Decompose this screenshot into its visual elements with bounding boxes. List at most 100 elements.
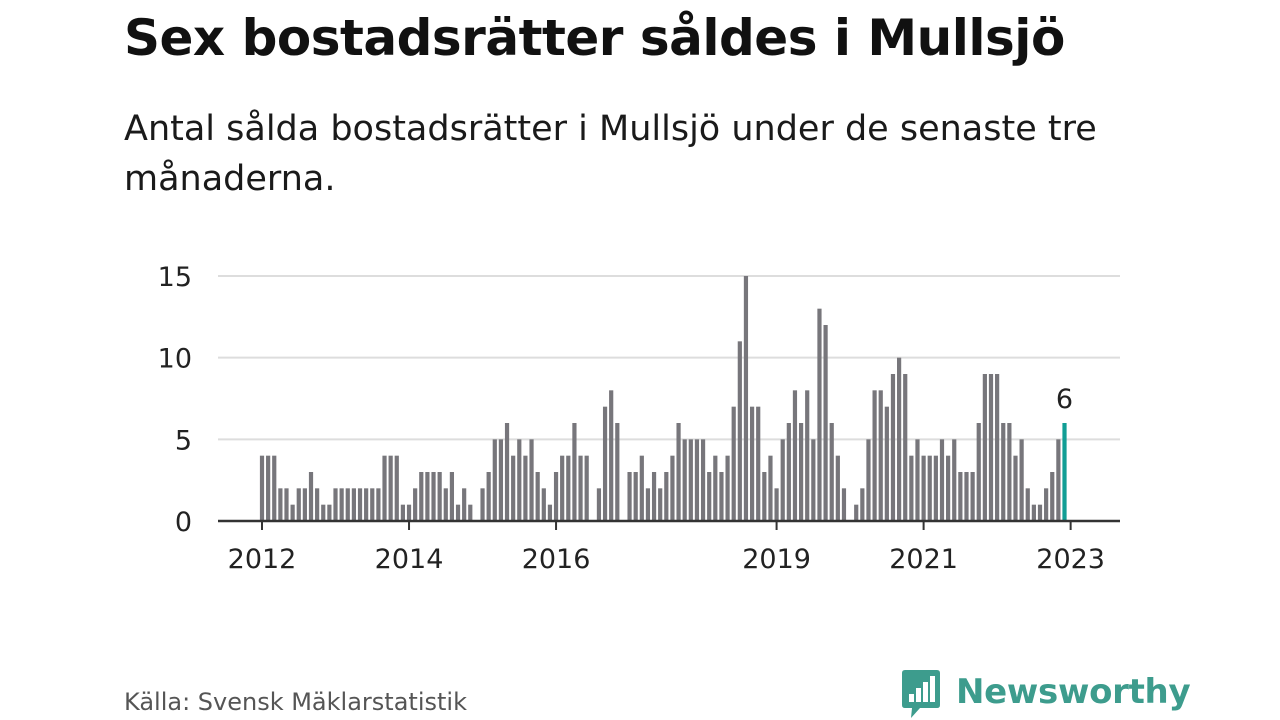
bar <box>315 488 320 521</box>
bar <box>860 488 865 521</box>
bar <box>596 488 602 521</box>
bar <box>486 472 491 521</box>
bar <box>535 472 540 521</box>
bar <box>700 439 706 521</box>
bar <box>480 488 485 521</box>
bar <box>370 488 375 521</box>
bar <box>339 488 344 521</box>
bar <box>1031 504 1036 521</box>
bar <box>958 472 963 521</box>
bar <box>909 455 914 521</box>
logo-bar <box>909 694 914 702</box>
bar <box>749 406 755 521</box>
bar <box>1013 455 1018 521</box>
bar <box>835 455 840 521</box>
bar <box>713 455 718 521</box>
bar <box>627 472 632 521</box>
bar <box>811 439 816 521</box>
bar <box>1056 439 1061 521</box>
bar <box>817 308 822 521</box>
bar <box>676 423 681 521</box>
bar <box>664 472 669 521</box>
bar <box>780 439 785 521</box>
x-tick-label: 2012 <box>228 544 297 575</box>
bar <box>345 488 350 521</box>
bar <box>786 423 791 521</box>
bar <box>566 455 571 521</box>
bar <box>425 472 430 521</box>
bar <box>988 374 994 521</box>
bar <box>523 455 528 521</box>
bar <box>302 488 307 521</box>
chart-subtitle: Antal sålda bostadsrätter i Mullsjö unde… <box>124 109 1097 199</box>
bar <box>272 455 277 521</box>
brand: Newsworthy <box>900 668 1191 720</box>
brand-name: Newsworthy <box>956 672 1191 712</box>
bar <box>437 472 442 521</box>
bar <box>553 472 559 521</box>
y-tick-label: 15 <box>158 262 192 293</box>
logo-bar <box>930 676 935 702</box>
bar <box>290 504 295 521</box>
bar <box>694 439 700 521</box>
bar <box>731 406 736 521</box>
bar <box>915 439 920 521</box>
bar <box>1019 439 1024 521</box>
logo-bar <box>923 682 928 702</box>
bar <box>756 406 761 521</box>
bar <box>976 423 981 521</box>
bar <box>584 455 589 521</box>
bar <box>284 488 289 521</box>
bar <box>455 504 461 521</box>
bar <box>529 439 534 521</box>
bar <box>443 488 448 521</box>
bar <box>633 472 638 521</box>
bar <box>351 488 356 521</box>
bar <box>939 439 945 521</box>
bar <box>792 390 798 521</box>
x-tick-label: 2014 <box>375 544 444 575</box>
bar <box>952 439 957 521</box>
bar <box>921 455 926 521</box>
bar <box>841 488 847 521</box>
chart-title: Sex bostadsrätter såldes i Mullsjö <box>124 9 1065 67</box>
bar <box>492 439 497 521</box>
bar <box>504 423 510 521</box>
x-tick-label: 2016 <box>522 544 591 575</box>
bar <box>364 488 369 521</box>
bar <box>382 455 387 521</box>
bar <box>743 276 749 521</box>
bar <box>419 472 424 521</box>
x-tick-label: 2019 <box>742 544 811 575</box>
bar <box>964 472 969 521</box>
bar <box>670 455 675 521</box>
bar <box>431 472 436 521</box>
y-tick-label: 5 <box>175 425 192 456</box>
bar <box>541 488 546 521</box>
bar <box>1050 472 1055 521</box>
bar <box>854 504 859 521</box>
bar <box>823 325 828 521</box>
bar <box>725 455 730 521</box>
bar <box>645 488 651 521</box>
bar <box>872 390 877 521</box>
bar <box>1037 504 1043 521</box>
bar <box>406 504 412 521</box>
bar <box>1025 488 1030 521</box>
source-note: Källa: Svensk Mäklarstatistik <box>124 688 467 716</box>
bar <box>878 390 883 521</box>
bar <box>1044 488 1049 521</box>
bar <box>970 472 975 521</box>
bar <box>449 472 455 521</box>
bar <box>376 488 381 521</box>
bar <box>768 455 773 521</box>
bar <box>547 504 553 521</box>
bar <box>982 374 987 521</box>
bar <box>462 488 467 521</box>
bar <box>266 455 271 521</box>
bar <box>688 439 693 521</box>
bar <box>259 455 265 521</box>
bar <box>658 488 663 521</box>
newsworthy-logo-icon <box>902 670 940 718</box>
